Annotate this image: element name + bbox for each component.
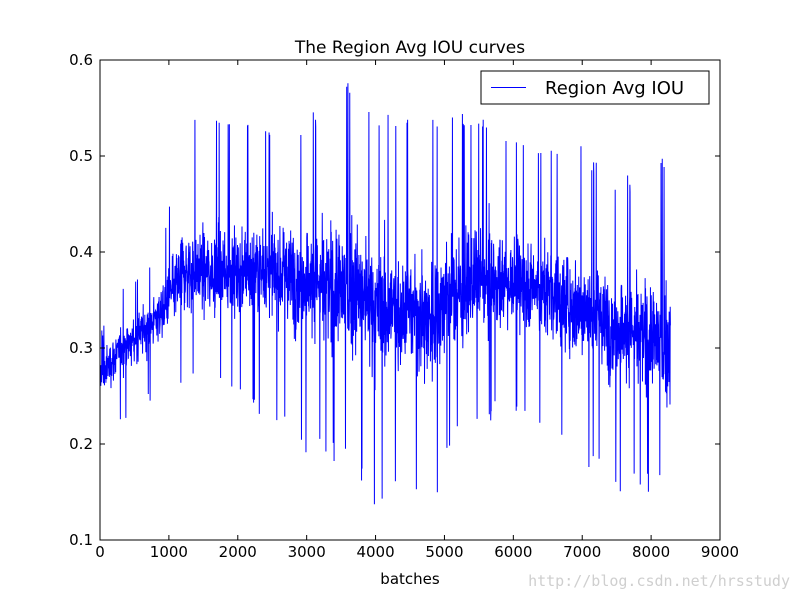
x-tick-label: 1000 (150, 543, 188, 561)
x-tick-label: 8000 (632, 543, 670, 561)
x-tick-label: 3000 (288, 543, 326, 561)
x-axis-label: batches (380, 570, 440, 588)
legend: Region Avg IOU (480, 70, 710, 105)
x-tick-label: 2000 (219, 543, 257, 561)
watermark: http://blog.csdn.net/hrsstudy (528, 572, 790, 590)
x-tick-label: 0 (95, 543, 105, 561)
y-tick-label: 0.1 (69, 531, 93, 549)
x-tick-label: 5000 (425, 543, 463, 561)
y-tick-label: 0.5 (69, 147, 93, 165)
y-tick-label: 0.2 (69, 435, 93, 453)
x-tick-label: 9000 (701, 543, 739, 561)
y-tick-label: 0.3 (69, 339, 93, 357)
series-line-region-avg-iou (99, 83, 671, 505)
axes-layer: 0 1000 2000 3000 4000 5000 6000 7000 8000 9000 0.1… (69, 51, 739, 561)
plot-frame (99, 59, 721, 541)
y-tick-label: 0.6 (69, 51, 93, 69)
x-tick-label: 7000 (563, 543, 601, 561)
chart-title: The Region Avg IOU curves (294, 38, 525, 58)
x-tick-label: 6000 (494, 543, 532, 561)
y-tick-label: 0.4 (69, 243, 93, 261)
x-tick-label: 4000 (356, 543, 394, 561)
series-layer (99, 83, 671, 505)
legend-label: Region Avg IOU (545, 78, 684, 99)
